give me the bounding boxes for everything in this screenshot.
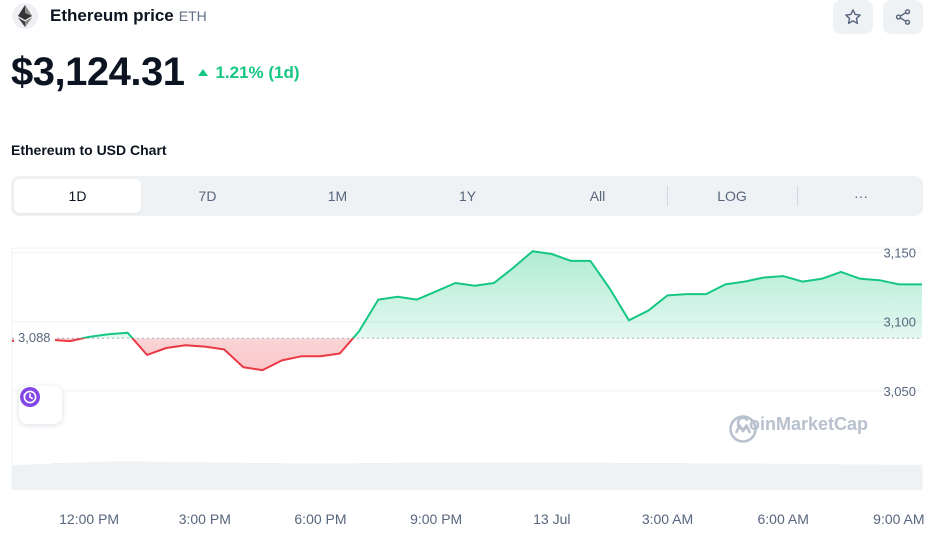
- volume-bar: [474, 462, 495, 490]
- tab-log[interactable]: LOG: [717, 188, 747, 204]
- volume-bar: [860, 464, 881, 490]
- volume-bar: [243, 463, 264, 490]
- area-fill-below: [12, 338, 922, 371]
- price-chart-svg: 3,150 3,100 3,050 12:00 PM 3:00 PM 6:00 PM 9:…: [11, 246, 925, 527]
- area-fill-above: [31, 251, 922, 339]
- volume-bar: [532, 462, 553, 490]
- volume-bar: [763, 463, 784, 490]
- volume-bar: [725, 463, 746, 490]
- coin-symbol: ETH: [178, 8, 207, 24]
- price-change-value: 1.21% (1d): [215, 62, 300, 82]
- volume-bar: [12, 464, 32, 490]
- volume-bar: [397, 462, 418, 490]
- volume-bar: [802, 464, 823, 490]
- x-tick-label: 3:00 PM: [179, 511, 231, 527]
- tab-divider: [667, 186, 668, 206]
- volume-bar: [436, 462, 456, 490]
- star-icon: [845, 9, 861, 25]
- volume-bar: [628, 463, 649, 490]
- volume-bar: [416, 462, 437, 490]
- tab-divider: [797, 186, 798, 206]
- share-icon: [895, 9, 911, 25]
- volume-bar: [821, 464, 842, 490]
- coinmarketcap-logo-icon: [729, 415, 757, 443]
- volume-bar: [513, 462, 534, 490]
- volume-bar: [648, 463, 669, 490]
- x-tick-label: 6:00 AM: [757, 511, 808, 527]
- price-line-below: [11, 338, 355, 372]
- current-price: $3,124.31: [11, 50, 185, 94]
- tab-1y[interactable]: 1Y: [458, 188, 477, 204]
- timeframe-tabs: 1D 7D 1M 1Y All LOG ···: [11, 176, 923, 216]
- watchlist-star-button[interactable]: [833, 0, 873, 34]
- volume-bar: [609, 463, 630, 490]
- volume-bar: [31, 464, 52, 490]
- volume-bar: [359, 463, 379, 490]
- volume-bar: [108, 461, 129, 490]
- volume-bar: [185, 462, 206, 490]
- volume-bar: [455, 462, 476, 490]
- volume-bar: [551, 462, 572, 490]
- volume-bar: [281, 463, 302, 490]
- tab-1m[interactable]: 1M: [327, 188, 348, 204]
- volume-bar: [146, 461, 167, 490]
- coin-name: Ethereum price: [50, 6, 174, 25]
- price-row: $3,124.31 1.21% (1d): [11, 50, 300, 95]
- y-tick-label: 3,150: [883, 246, 916, 261]
- coin-header: Ethereum price ETH: [12, 0, 207, 32]
- price-change: 1.21% (1d): [198, 62, 300, 83]
- ethereum-logo-icon: [12, 3, 38, 29]
- watermark-text: CoinMarketCap: [736, 414, 869, 434]
- volume-bar: [706, 463, 726, 490]
- share-button[interactable]: [883, 0, 923, 34]
- volume-bar: [378, 463, 399, 490]
- volume-bar: [898, 464, 923, 490]
- volume-bar: [339, 463, 360, 490]
- volume-bar: [320, 463, 341, 490]
- reference-price-label: 3,088: [14, 330, 55, 347]
- volume-bar: [89, 461, 109, 490]
- x-tick-label: 12:00 PM: [59, 511, 119, 527]
- volume-bar: [686, 463, 707, 490]
- volume-bar: [744, 463, 765, 490]
- caret-up-icon: [198, 69, 209, 76]
- y-tick-label: 3,050: [883, 384, 916, 399]
- volume-bar: [262, 463, 283, 490]
- volume-bar: [69, 462, 90, 490]
- tab-1d[interactable]: 1D: [14, 179, 141, 213]
- volume-bar: [879, 464, 900, 490]
- y-tick-label: 3,100: [883, 315, 916, 330]
- tab-7d[interactable]: 7D: [198, 188, 217, 204]
- x-tick-label: 6:00 PM: [294, 511, 346, 527]
- volume-bar: [166, 462, 187, 490]
- price-chart[interactable]: 3,150 3,100 3,050 12:00 PM 3:00 PM 6:00 PM 9:…: [0, 236, 942, 535]
- x-tick-label: 9:00 AM: [873, 511, 924, 527]
- x-tick-label: 3:00 AM: [642, 511, 693, 527]
- volume-bar: [841, 464, 861, 490]
- volume-bar: [667, 463, 688, 490]
- volume-bar: [301, 463, 321, 490]
- history-clock-icon: [20, 387, 40, 407]
- coinmarketcap-watermark: CoinMarketCap: [728, 414, 869, 443]
- volume-bar: [50, 463, 71, 490]
- volume-bar: [204, 462, 225, 490]
- volume-bar: [127, 461, 148, 490]
- tab-all[interactable]: All: [589, 188, 606, 204]
- volume-bar: [783, 463, 803, 490]
- volume-bar: [224, 462, 244, 490]
- x-tick-label: 13 Jul: [533, 511, 570, 527]
- tab-more-options[interactable]: ···: [854, 188, 868, 204]
- price-line-above: [24, 250, 922, 339]
- chart-title: Ethereum to USD Chart: [11, 142, 167, 158]
- volume-bar: [590, 462, 611, 490]
- history-button[interactable]: [19, 386, 62, 424]
- volume-bar: [493, 462, 514, 490]
- x-tick-label: 9:00 PM: [410, 511, 462, 527]
- volume-bar: [571, 462, 591, 490]
